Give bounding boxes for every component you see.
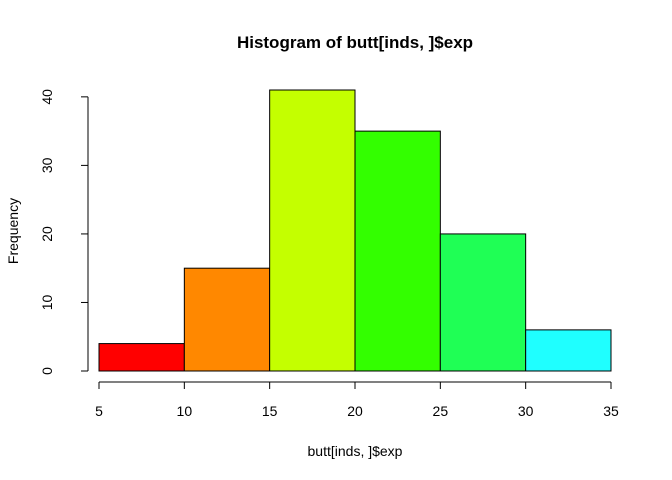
x-tick-label-5: 30 — [518, 403, 534, 419]
y-tick-label-3: 30 — [39, 157, 55, 173]
x-tick-label-2: 15 — [262, 403, 278, 419]
y-tick-label-0: 0 — [39, 367, 55, 375]
x-axis: 5 10 15 20 25 30 35 — [95, 381, 619, 419]
histogram-bar-2 — [269, 89, 356, 372]
x-axis-title: butt[inds, ]$exp — [308, 443, 403, 459]
histogram-bar-5 — [525, 329, 612, 372]
x-tick-label-4: 25 — [433, 403, 449, 419]
y-axis: 0 10 20 30 40 — [39, 89, 89, 375]
y-axis-title: Frequency — [5, 198, 21, 264]
y-tick-label-1: 10 — [39, 294, 55, 310]
x-tick-label-1: 10 — [177, 403, 193, 419]
y-tick-label-2: 20 — [39, 226, 55, 242]
x-tick-label-3: 20 — [347, 403, 363, 419]
x-tick-label-0: 5 — [95, 403, 103, 419]
histogram-bar-0 — [98, 343, 185, 372]
histogram-bar-4 — [439, 233, 527, 372]
bars-layer — [98, 89, 612, 372]
y-tick-label-4: 40 — [39, 89, 55, 105]
histogram-bar-1 — [183, 267, 271, 372]
histogram-bar-3 — [354, 130, 441, 372]
x-tick-label-6: 35 — [603, 403, 619, 419]
chart-title: Histogram of butt[inds, ]$exp — [237, 33, 473, 52]
